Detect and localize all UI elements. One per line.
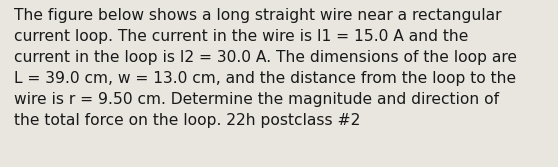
Text: The figure below shows a long straight wire near a rectangular
current loop. The: The figure below shows a long straight w… — [14, 8, 517, 128]
